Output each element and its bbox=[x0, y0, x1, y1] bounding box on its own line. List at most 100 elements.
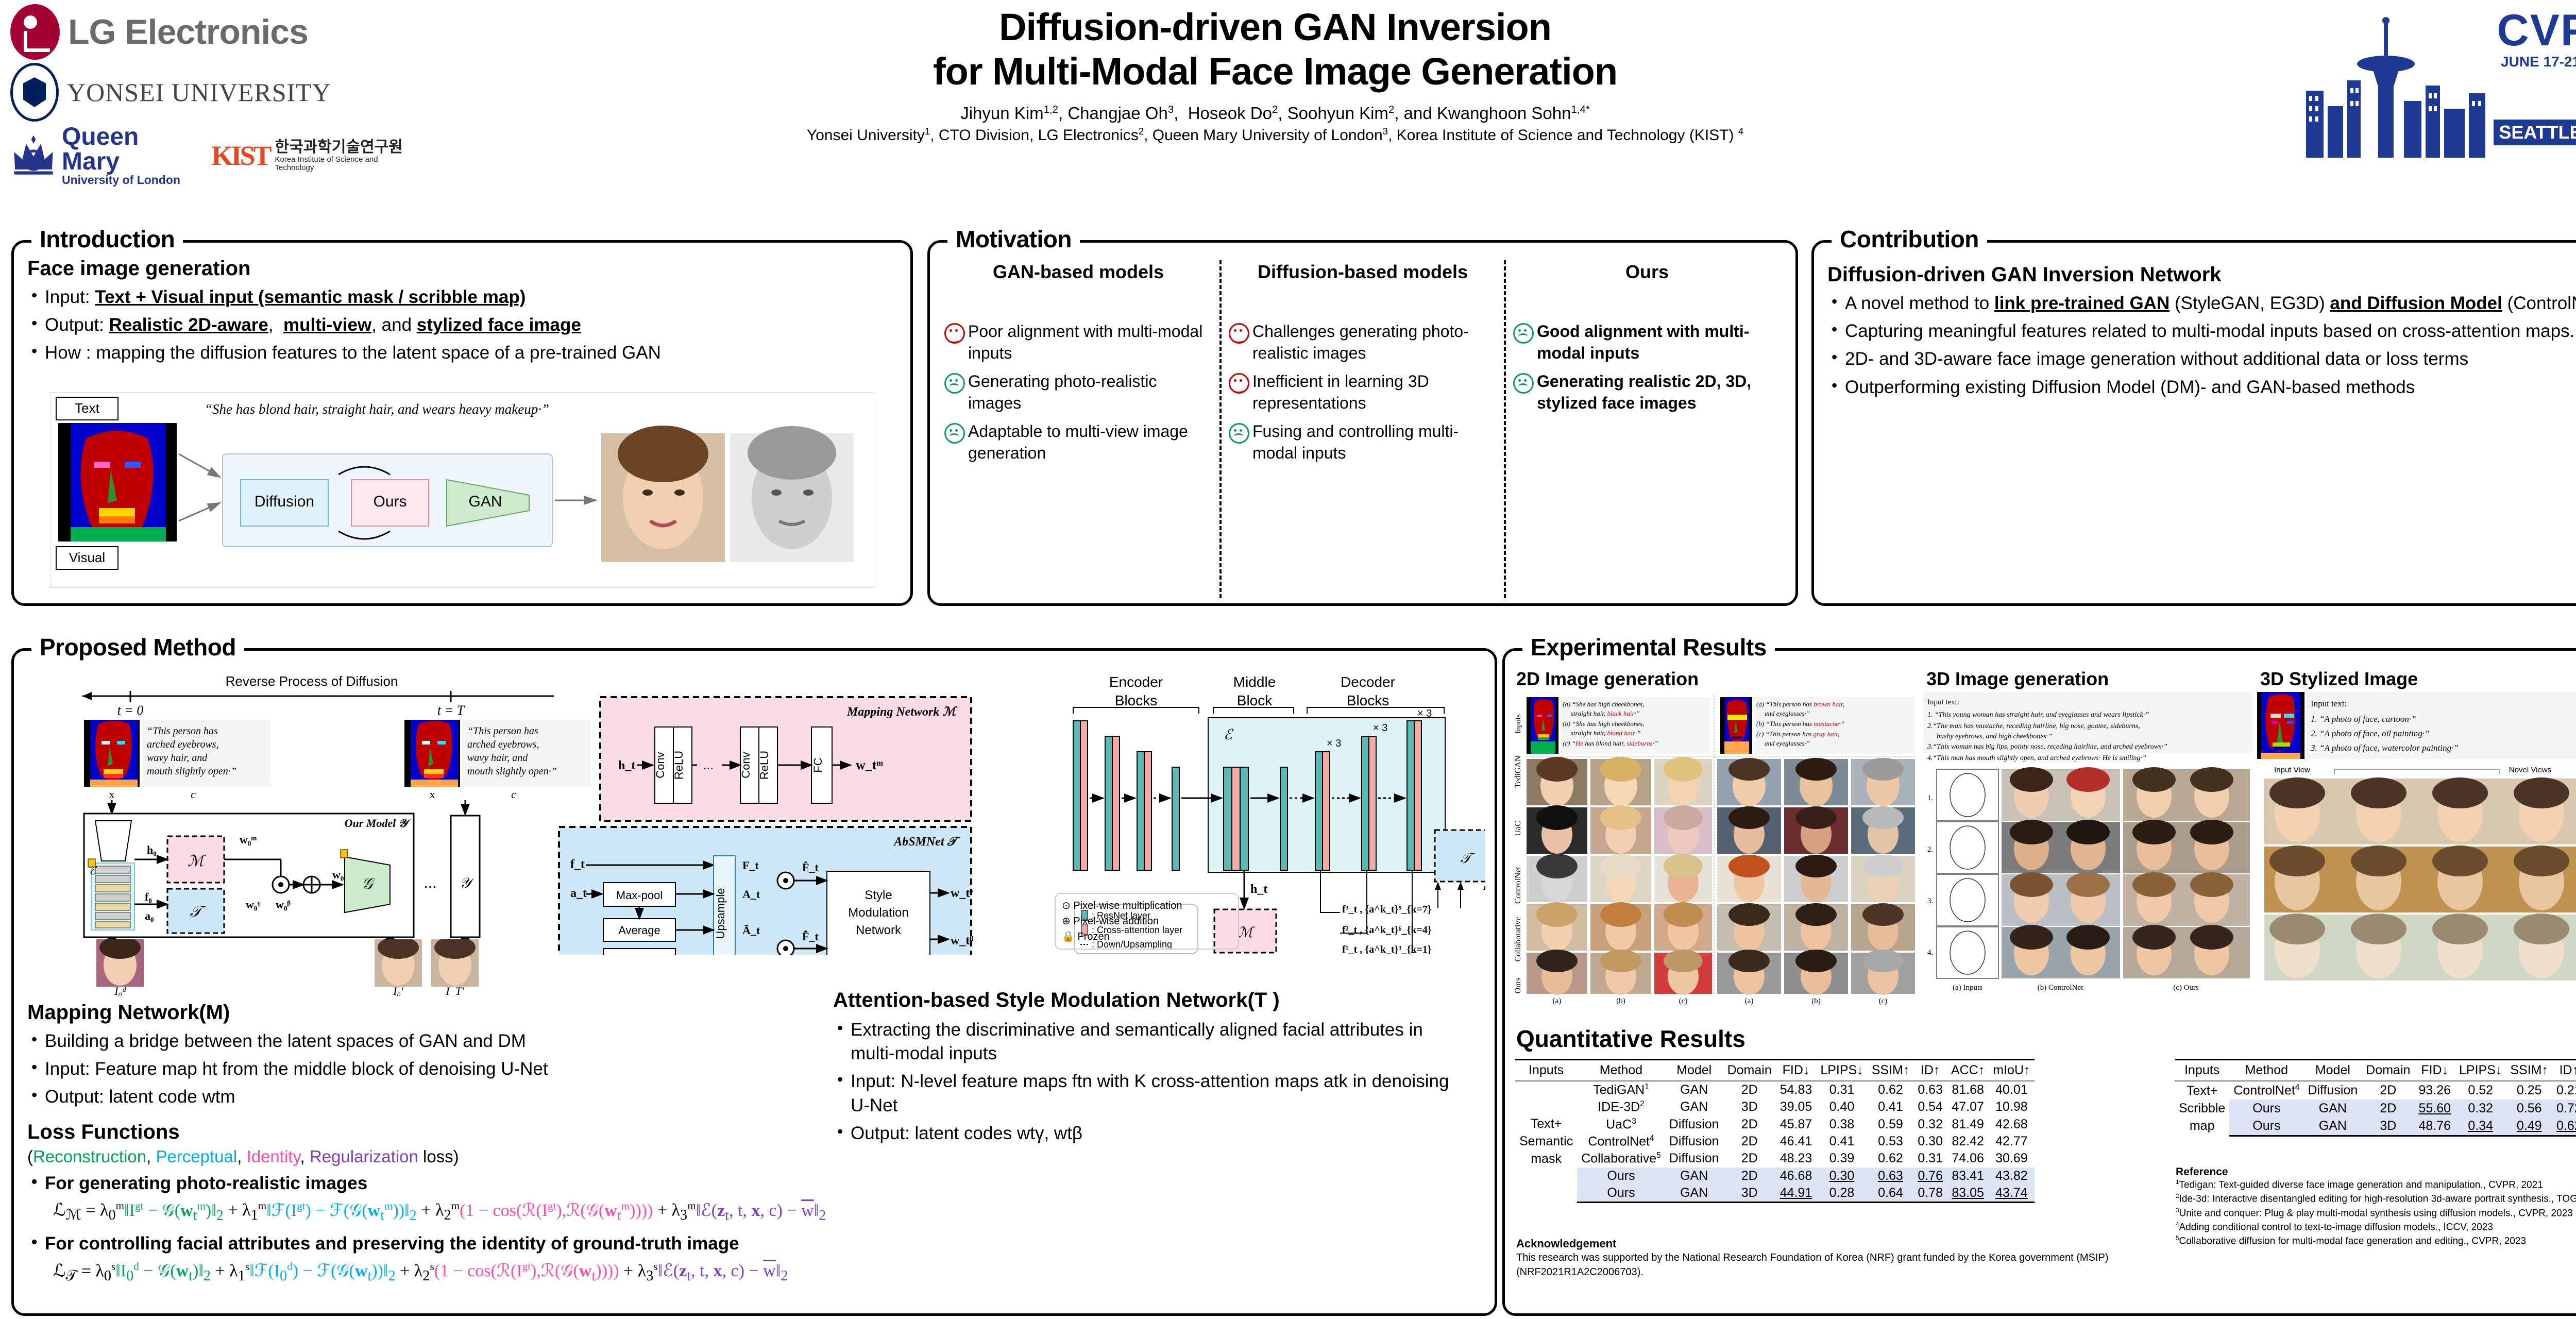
svg-text:2. “A photo of face, oil paint: 2. “A photo of face, oil painting·” bbox=[2311, 729, 2430, 738]
cell-miou: 43.74 bbox=[1989, 1184, 2035, 1203]
cell-ssim: 0.59 bbox=[1878, 1117, 1903, 1131]
happy-face-icon bbox=[1513, 373, 1534, 394]
svg-text:3. “A photo of face, watercolo: 3. “A photo of face, watercolor painting… bbox=[2310, 743, 2459, 753]
cell-method: UaC3 bbox=[1606, 1117, 1636, 1131]
motivation-item: Good alignment with multi-modal inputs bbox=[1513, 321, 1781, 364]
3d-stylized-figure: Input text: 1. “A photo of face, cartoon… bbox=[2257, 692, 2576, 980]
svg-text:and eyeglasses·”: and eyeglasses·” bbox=[1765, 739, 1810, 747]
happy-face-icon bbox=[944, 373, 965, 394]
cell-id: 0.54 bbox=[1918, 1100, 1943, 1114]
svg-text:A_t: A_t bbox=[742, 888, 760, 901]
svg-text:F̄_t: F̄_t bbox=[742, 954, 759, 955]
col-ssim: SSIM↑ bbox=[1867, 1059, 1914, 1081]
svg-text:(b): (b) bbox=[1811, 997, 1821, 1005]
svg-text:x: x bbox=[109, 788, 115, 801]
svg-text:w₀ᵐ: w₀ᵐ bbox=[240, 833, 257, 846]
cell-acc: 82.42 bbox=[1952, 1134, 1984, 1149]
svg-text:Conv: Conv bbox=[654, 752, 667, 778]
legend-item: ⊕ Pixel-wise addition bbox=[1062, 916, 1159, 927]
queen-mary-label: Queen Mary University of London bbox=[62, 123, 180, 187]
svg-text:w_tᵞ: w_tᵞ bbox=[951, 887, 973, 900]
cell-acc: 81.49 bbox=[1952, 1117, 1984, 1131]
svg-text:3.“This woman has big lips, po: 3.“This woman has big lips, pointy nose,… bbox=[1927, 743, 2167, 751]
svg-text:a₀: a₀ bbox=[145, 909, 154, 922]
col-acc: ACC↑ bbox=[1946, 1059, 1989, 1081]
motivation-item: Inefficient in learning 3D representatio… bbox=[1229, 371, 1497, 414]
svg-text:(c) “He has blond hair, sidebu: (c) “He has blond hair, sideburns·” bbox=[1563, 739, 1658, 747]
inputs-label: Text+ Scribble map bbox=[2179, 1084, 2226, 1133]
diagram-legend: ⊙ Pixel-wise multiplication ⊕ Pixel-wise… bbox=[1055, 893, 1239, 950]
motivation-panel: Motivation GAN-based models Poor alignme… bbox=[927, 225, 1798, 606]
column-heading: Diffusion-based models bbox=[1257, 261, 1468, 282]
cell-acc: 83.05 bbox=[1946, 1184, 1989, 1203]
svg-text:(b) ControlNet: (b) ControlNet bbox=[2038, 984, 2084, 992]
cell-fid: 44.91 bbox=[1775, 1184, 1817, 1203]
lg-circle-icon bbox=[10, 4, 60, 60]
svg-text:wavy hair, and: wavy hair, and bbox=[147, 752, 208, 764]
quantitative-heading: Quantitative Results bbox=[1516, 1025, 1745, 1052]
svg-text:(b) “She has high cheekbones,: (b) “She has high cheekbones, bbox=[1563, 720, 1645, 728]
quantitative-table-2: Inputs Method Model Domain FID↓ LPIPS↓ S… bbox=[2175, 1059, 2576, 1137]
cell-id: 0.32 bbox=[1918, 1117, 1943, 1131]
svg-text:I₀ᵈ: I₀ᵈ bbox=[114, 985, 126, 996]
inputs-label: Text+ Semantic mask bbox=[1519, 1117, 1573, 1166]
list-item: Output: latent code wtm bbox=[27, 1084, 821, 1109]
reference-item: 4Adding conditional control to text-to-i… bbox=[2176, 1221, 2493, 1233]
svg-text:Diffusion: Diffusion bbox=[255, 493, 314, 510]
cell-id: 0.76 bbox=[1913, 1167, 1947, 1185]
cell-domain: 2D bbox=[1723, 1167, 1776, 1185]
cvpr-dates: JUNE 17-21, 2024 bbox=[2501, 54, 2576, 70]
svg-text:t = 0: t = 0 bbox=[117, 703, 144, 718]
svg-text:Conv: Conv bbox=[739, 752, 752, 778]
svg-text:Our Model 𝒴: Our Model 𝒴 bbox=[345, 817, 411, 830]
svg-text:Encoder: Encoder bbox=[1109, 674, 1163, 690]
list-item: How : mapping the diffusion features to … bbox=[27, 340, 897, 365]
svg-text:(a): (a) bbox=[1745, 997, 1754, 1005]
cell-fid: 48.23 bbox=[1780, 1151, 1812, 1166]
svg-text:× 3: × 3 bbox=[1327, 738, 1341, 749]
list-item: Input: N-level feature maps ftn with K c… bbox=[833, 1069, 1472, 1117]
svg-text:“This person has: “This person has bbox=[467, 725, 538, 737]
affiliation-list: Yonsei University1, CTO Division, LG Ele… bbox=[806, 126, 1744, 144]
cell-acc: 83.41 bbox=[1946, 1167, 1989, 1185]
svg-text:Ā_t: Ā_t bbox=[742, 924, 760, 937]
motivation-panel-title: Motivation bbox=[947, 225, 1080, 253]
cell-domain: 2D bbox=[1741, 1117, 1758, 1131]
col-domain: Domain bbox=[2362, 1059, 2415, 1081]
col-id: ID↑ bbox=[1913, 1059, 1947, 1081]
cell-method: IDE-3D2 bbox=[1598, 1100, 1645, 1114]
svg-text:Input text:: Input text: bbox=[1927, 698, 1959, 706]
cell-model: Diffusion bbox=[1669, 1117, 1719, 1131]
architecture-diagram: Reverse Process of Diffusion t = 0 t = T… bbox=[82, 673, 1485, 955]
motivation-item: Adaptable to multi-view image generation bbox=[944, 421, 1212, 464]
svg-text:and eyeglasses·”: and eyeglasses·” bbox=[1765, 709, 1810, 717]
acknowledgement-block: Acknowledgement This research was suppor… bbox=[1516, 1237, 2155, 1279]
motivation-item: Fusing and controlling multi-modal input… bbox=[1229, 421, 1497, 464]
cvpr-location: SEATTLE, WA bbox=[2494, 120, 2576, 145]
contribution-heading: Diffusion-driven GAN Inversion Network bbox=[1827, 263, 2222, 286]
yonsei-label: YONSEI UNIVERSITY bbox=[67, 78, 331, 107]
col-lpips: LPIPS↓ bbox=[1816, 1059, 1868, 1081]
svg-text:straight hair, blond hair·”: straight hair, blond hair·” bbox=[1571, 729, 1640, 737]
cell-method: Ours bbox=[1577, 1184, 1665, 1203]
svg-text:f₀: f₀ bbox=[145, 890, 152, 903]
svg-text:“This person has: “This person has bbox=[147, 725, 218, 737]
svg-text:(c): (c) bbox=[1879, 997, 1888, 1005]
cell-id: 0.30 bbox=[1918, 1134, 1943, 1149]
cell-lpips: 0.34 bbox=[2455, 1117, 2506, 1137]
col-fid: FID↓ bbox=[2414, 1059, 2455, 1081]
cell-fid: 54.83 bbox=[1780, 1083, 1812, 1097]
loss-functions-heading: Loss Functions bbox=[27, 1121, 180, 1143]
list-item: Extracting the discriminative and semant… bbox=[833, 1017, 1472, 1066]
svg-text:TediGAN: TediGAN bbox=[1514, 755, 1522, 788]
cell-lpips: 0.40 bbox=[1829, 1100, 1855, 1114]
svg-text:ReLU: ReLU bbox=[758, 751, 771, 780]
cell-miou: 40.01 bbox=[1995, 1083, 2028, 1097]
cell-miou: 30.69 bbox=[1995, 1151, 2028, 1166]
cell-miou: 43.82 bbox=[1989, 1167, 2035, 1185]
svg-text:(c) Ours: (c) Ours bbox=[2173, 984, 2199, 992]
cell-fid: 46.41 bbox=[1780, 1134, 1812, 1149]
svg-text:1. “This young woman has strai: 1. “This young woman has straight hair, … bbox=[1927, 711, 2149, 719]
cell-ssim: 0.25 bbox=[2516, 1083, 2542, 1097]
